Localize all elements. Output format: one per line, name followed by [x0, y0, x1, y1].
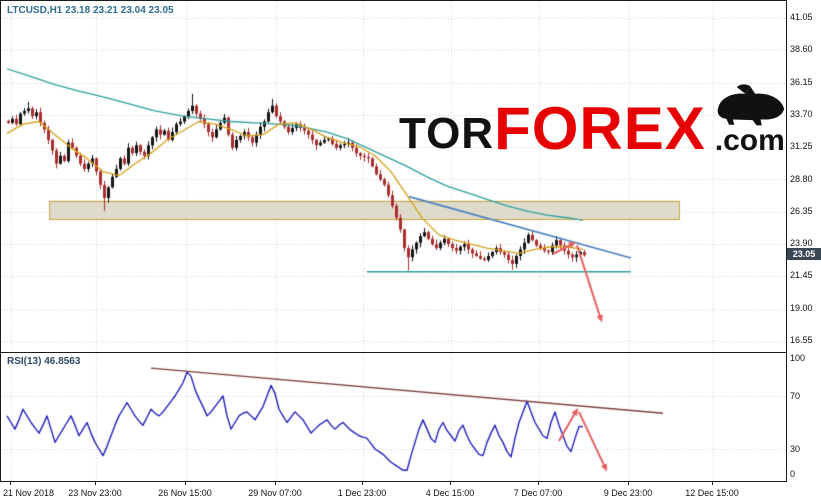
time-axis-tick — [275, 482, 276, 485]
price-axis-label: 16.55 — [790, 335, 813, 345]
time-axis-label: 9 Dec 23:00 — [603, 488, 653, 498]
current-price-badge: 23.05 — [787, 248, 821, 261]
time-axis-label: 29 Nov 07:00 — [248, 488, 302, 498]
time-axis[interactable]: 21 Nov 2018 23 Nov 23:00 26 Nov 15:00 29 No… — [0, 482, 787, 502]
price-chart-canvas[interactable] — [1, 1, 786, 352]
plot-column — [0, 0, 787, 482]
time-axis-label: 21 Nov 2018 — [3, 488, 55, 498]
rsi-axis-label: 30 — [790, 444, 801, 454]
time-axis-tick — [450, 482, 451, 485]
time-axis-label: 4 Dec 15:00 — [425, 488, 475, 498]
price-axis-label: 33.70 — [790, 108, 813, 119]
time-axis-label: 23 Nov 23:00 — [68, 488, 122, 498]
price-axis-label: 41.05 — [790, 12, 813, 22]
time-axis-label: 1 Dec 23:00 — [337, 488, 387, 498]
time-axis-label: 7 Dec 07:00 — [513, 488, 563, 498]
rsi-chart-canvas[interactable] — [1, 353, 786, 481]
price-axis[interactable]: 23.05 41.05 38.60 36.15 33.70 31.25 28.80 26.3… — [787, 0, 821, 502]
time-axis-tick — [362, 482, 363, 485]
price-axis-label: 26.35 — [790, 205, 813, 216]
time-axis-tick — [185, 482, 186, 485]
time-axis-tick — [628, 482, 629, 485]
price-axis-label: 38.60 — [790, 44, 813, 55]
time-axis-tick — [538, 482, 539, 485]
rsi-axis-label: 70 — [790, 391, 801, 401]
rsi-axis-label: 0 — [790, 469, 796, 479]
time-axis-tick — [10, 482, 11, 485]
price-axis-label: 36.15 — [790, 76, 813, 87]
time-axis-tick — [712, 482, 713, 485]
panel-separator[interactable] — [1, 352, 786, 353]
price-axis-label: 28.80 — [790, 173, 813, 184]
price-axis-label: 19.00 — [790, 302, 813, 313]
price-axis-label: 31.25 — [790, 141, 813, 152]
rsi-axis-label: 100 — [790, 353, 806, 363]
time-axis-label: 26 Nov 15:00 — [158, 488, 212, 498]
price-axis-label: 21.45 — [790, 270, 813, 281]
time-axis-tick — [95, 482, 96, 485]
price-axis-label: 23.90 — [790, 238, 813, 249]
time-axis-label: 12 Dec 15:00 — [685, 488, 739, 498]
